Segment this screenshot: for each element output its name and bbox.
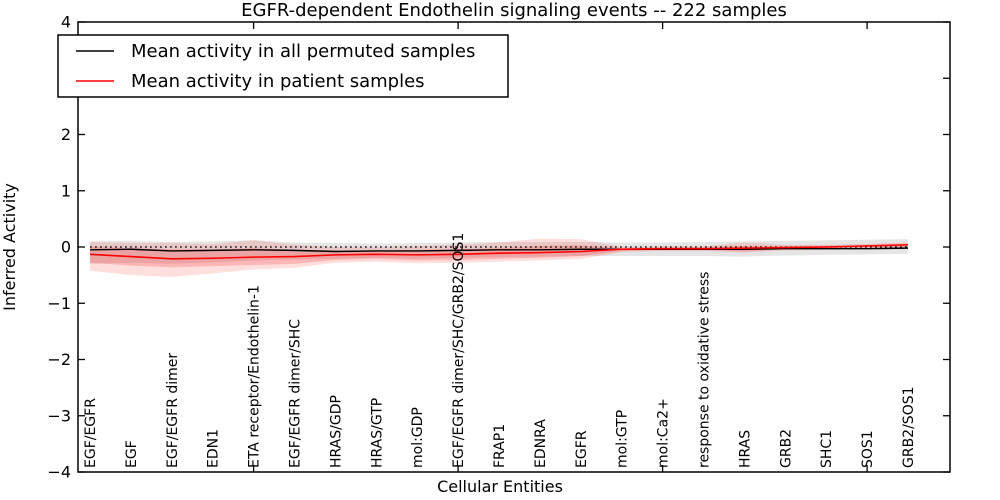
y-tick-label: 2 <box>61 125 71 144</box>
y-tick-label: 1 <box>61 181 71 200</box>
category-label: ETA receptor/Endothelin-1 <box>247 285 263 468</box>
category-label: GRB2/SOS1 <box>901 386 917 468</box>
category-label: response to oxidative stress <box>697 272 713 468</box>
y-axis-label: Inferred Activity <box>0 183 19 311</box>
category-label: HRAS/GTP <box>369 398 385 468</box>
category-label: HRAS/GDP <box>328 395 344 468</box>
category-label: mol:Ca2+ <box>656 398 672 468</box>
legend-border <box>57 34 509 98</box>
y-tick-label: 0 <box>61 238 71 257</box>
category-label: SHC1 <box>819 430 835 468</box>
y-tick-label: −3 <box>47 406 71 425</box>
category-label: EDNRA <box>533 419 549 468</box>
category-label: EGF/EGFR dimer/SHC <box>288 319 304 468</box>
category-label: GRB2 <box>778 429 794 468</box>
category-label: mol:GTP <box>615 410 631 468</box>
category-label: EGFR <box>574 430 590 468</box>
category-label: EGF <box>124 440 140 468</box>
legend: Mean activity in all permuted samples Me… <box>57 34 509 98</box>
permuted-mean-line <box>89 247 909 253</box>
category-label: SOS1 <box>860 430 876 468</box>
y-tick-label: −2 <box>47 350 71 369</box>
patient-mean-line <box>89 243 909 260</box>
legend-item-permuted: Mean activity in all permuted samples <box>76 41 475 62</box>
category-label: EGF/EGFR dimer <box>165 353 181 468</box>
chart-title: EGFR-dependent Endothelin signaling even… <box>241 0 787 21</box>
y-tick-label: −4 <box>47 463 71 482</box>
y-tick-label: 4 <box>61 13 71 32</box>
y-tick-label: −1 <box>47 294 71 313</box>
legend-item-patient: Mean activity in patient samples <box>76 71 425 92</box>
legend-label-patient: Mean activity in patient samples <box>131 71 425 92</box>
legend-label-permuted: Mean activity in all permuted samples <box>131 41 475 62</box>
category-label: FRAP1 <box>492 424 508 468</box>
permuted-band <box>90 239 908 264</box>
category-label: HRAS <box>737 430 753 468</box>
x-axis-label: Cellular Entities <box>437 477 563 496</box>
category-label: EGF/EGFR <box>83 398 99 468</box>
category-label: EGF/EGFR dimer/SHC/GRB2/SOS1 <box>451 233 467 468</box>
category-label: EDN1 <box>206 429 222 468</box>
category-label: mol:GDP <box>410 407 426 468</box>
